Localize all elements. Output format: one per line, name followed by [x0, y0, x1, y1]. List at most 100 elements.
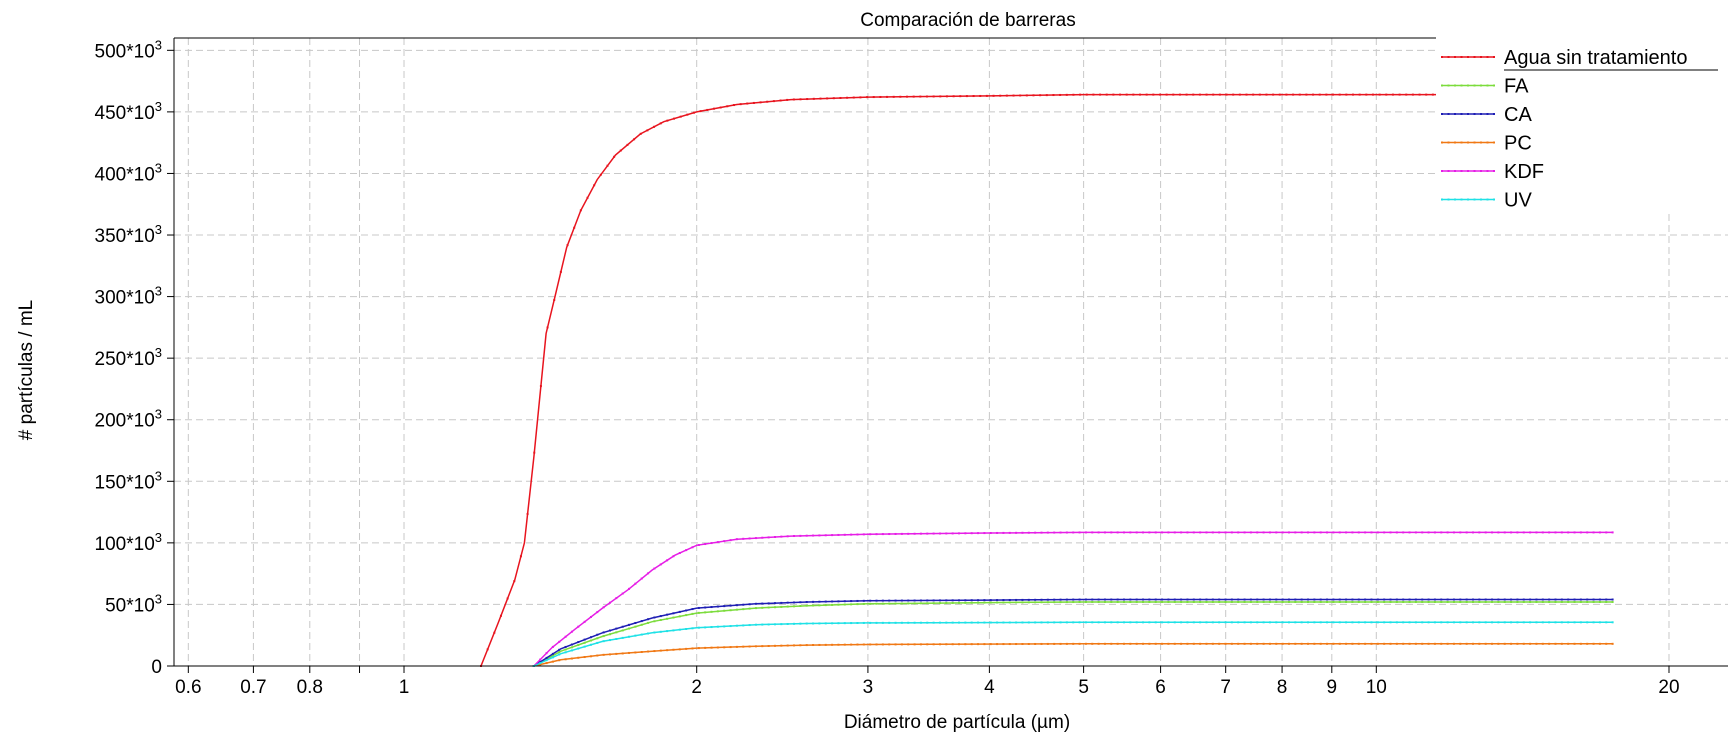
- chart-title: Comparación de barreras: [860, 10, 1075, 31]
- series-point: [1287, 598, 1290, 601]
- series-point: [1389, 531, 1392, 534]
- series-point: [1411, 93, 1414, 96]
- series-point: [1548, 642, 1551, 645]
- legend-swatch-dot: [1447, 141, 1450, 144]
- series-point: [773, 606, 776, 609]
- series-point: [596, 633, 599, 636]
- series-point: [615, 627, 618, 630]
- series-point: [1351, 598, 1354, 601]
- series-point: [1414, 642, 1417, 645]
- series-point: [1053, 642, 1056, 645]
- series-point: [1116, 621, 1119, 624]
- series-point: [723, 540, 726, 543]
- series-point: [691, 546, 694, 549]
- series-point: [1522, 621, 1525, 624]
- series-point: [1021, 621, 1024, 624]
- series-point: [1465, 600, 1468, 603]
- series-point: [824, 534, 827, 537]
- series-point: [1148, 600, 1151, 603]
- series-point: [1002, 621, 1005, 624]
- series-point: [564, 648, 567, 651]
- series-point: [1395, 600, 1398, 603]
- legend-swatch-dot: [1493, 113, 1495, 115]
- series-point: [767, 606, 770, 609]
- series-point: [888, 602, 891, 605]
- series-point: [545, 656, 548, 659]
- series-point: [539, 663, 542, 666]
- series-point: [739, 103, 742, 106]
- series-point: [1265, 93, 1268, 96]
- legend-swatch-dot: [1493, 170, 1495, 172]
- series-point: [1154, 600, 1157, 603]
- series-point: [888, 599, 891, 602]
- series-point: [862, 621, 865, 624]
- series-point: [678, 552, 681, 555]
- series-point: [806, 98, 809, 101]
- series-point: [1383, 642, 1386, 645]
- series-point: [780, 535, 783, 538]
- y-tick-label: 100*103: [95, 530, 162, 555]
- series-point: [634, 651, 637, 654]
- series-point: [989, 643, 992, 646]
- series-point: [1579, 600, 1582, 603]
- series-point: [932, 602, 935, 605]
- series-point: [1307, 600, 1310, 603]
- series-point: [1110, 642, 1113, 645]
- legend-label: KDF: [1504, 161, 1544, 183]
- series-point: [640, 633, 643, 636]
- series-point: [1548, 621, 1551, 624]
- series-point: [1281, 600, 1284, 603]
- legend-item: UV: [1441, 190, 1532, 212]
- legend-swatch-dot: [1480, 56, 1482, 58]
- series-point: [539, 385, 542, 388]
- series-point: [577, 625, 580, 628]
- series-point: [1471, 621, 1474, 624]
- series-point: [1180, 600, 1183, 603]
- series-point: [640, 651, 643, 654]
- series-point: [1383, 600, 1386, 603]
- series-point: [1548, 600, 1551, 603]
- series-point: [685, 609, 688, 612]
- legend-swatch-dot: [1441, 141, 1443, 144]
- series-point: [958, 621, 961, 624]
- legend-swatch-dot: [1460, 198, 1463, 201]
- series-point: [805, 604, 808, 607]
- series-point: [1567, 621, 1570, 624]
- series-point: [951, 643, 954, 646]
- series-point: [748, 645, 751, 648]
- series-point: [1243, 621, 1246, 624]
- legend-label: CA: [1504, 104, 1532, 126]
- series-point: [1586, 598, 1589, 601]
- series-point: [1326, 598, 1329, 601]
- series-point: [1573, 600, 1576, 603]
- series-point: [869, 643, 872, 646]
- series-point: [1605, 598, 1608, 601]
- series-point: [1338, 621, 1341, 624]
- series-point: [672, 629, 675, 632]
- series-point: [1287, 621, 1290, 624]
- series-point: [824, 604, 827, 607]
- series-point: [1370, 600, 1373, 603]
- series-point: [596, 641, 599, 644]
- series-point: [1567, 642, 1570, 645]
- series-point: [1249, 642, 1252, 645]
- series-point: [1116, 531, 1119, 534]
- series-point: [1243, 600, 1246, 603]
- series-point: [894, 599, 897, 602]
- series-point: [551, 660, 554, 663]
- legend-item: CA: [1441, 104, 1532, 126]
- series-point: [1535, 600, 1538, 603]
- series-point: [772, 100, 775, 103]
- series-point: [1452, 531, 1455, 534]
- x-tick-label: 5: [1078, 677, 1089, 698]
- series-point: [1078, 600, 1081, 603]
- series-point: [666, 617, 669, 620]
- series-point: [613, 155, 616, 158]
- series-point: [965, 95, 968, 98]
- series-point: [704, 543, 707, 546]
- series-point: [1015, 643, 1018, 646]
- series-point: [1364, 621, 1367, 624]
- series-point: [1110, 600, 1113, 603]
- x-tick-label: 0.6: [175, 677, 201, 698]
- series-point: [1021, 598, 1024, 601]
